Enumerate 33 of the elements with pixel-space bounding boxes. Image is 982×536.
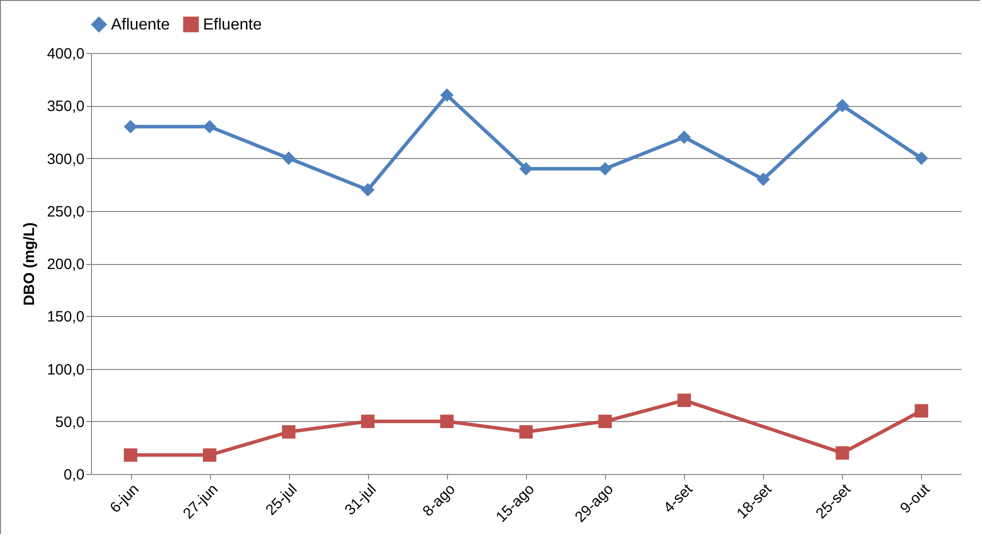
y-axis-title: DBO (mg/L) (20, 222, 38, 306)
y-tick-label: 0,0 (64, 466, 84, 484)
point (202, 120, 216, 134)
y-tick-label: 200,0 (46, 256, 84, 273)
y-tick-label: 100,0 (46, 361, 84, 378)
point (361, 183, 375, 197)
point (914, 152, 928, 165)
y-tick-label: 50,0 (55, 414, 84, 431)
point (677, 130, 691, 144)
point (282, 425, 296, 439)
point (124, 448, 138, 462)
point (677, 394, 691, 408)
point (836, 446, 850, 460)
legend-label: Afluente (111, 16, 170, 34)
point (440, 414, 454, 428)
point (282, 152, 296, 165)
point (124, 120, 138, 134)
point (519, 162, 533, 176)
point (361, 414, 375, 428)
point (836, 98, 850, 112)
point (598, 162, 612, 176)
point (756, 172, 770, 186)
y-tick-label: 300,0 (46, 150, 84, 168)
legend-label: Efluente (203, 16, 262, 34)
y-tick-label: 150,0 (46, 308, 84, 326)
point (440, 88, 454, 102)
y-tick-label: 350,0 (46, 98, 84, 116)
point (598, 414, 612, 428)
point (914, 404, 928, 418)
y-tick-label: 250,0 (46, 203, 84, 220)
point (519, 425, 533, 439)
point (202, 448, 216, 462)
y-tick-label: 400,0 (46, 46, 84, 62)
